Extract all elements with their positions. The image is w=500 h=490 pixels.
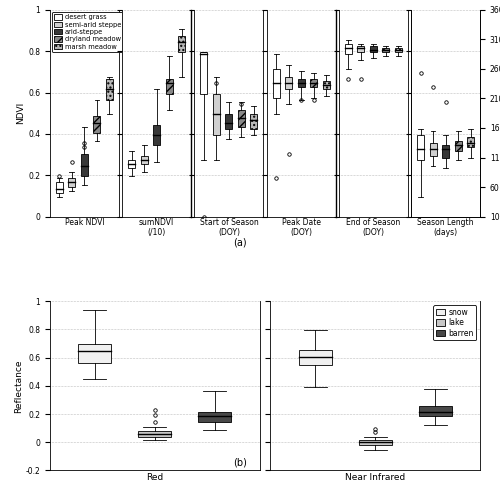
- FancyBboxPatch shape: [345, 44, 352, 54]
- FancyBboxPatch shape: [81, 153, 88, 176]
- FancyBboxPatch shape: [370, 46, 377, 52]
- FancyBboxPatch shape: [166, 79, 172, 94]
- FancyBboxPatch shape: [430, 143, 436, 156]
- X-axis label: sumNDVI
(/10): sumNDVI (/10): [139, 218, 174, 237]
- FancyBboxPatch shape: [106, 79, 113, 100]
- FancyBboxPatch shape: [213, 94, 220, 135]
- FancyBboxPatch shape: [272, 69, 280, 98]
- FancyBboxPatch shape: [298, 79, 304, 87]
- Y-axis label: Reflectance: Reflectance: [14, 359, 23, 413]
- FancyBboxPatch shape: [358, 440, 392, 445]
- FancyBboxPatch shape: [56, 182, 63, 193]
- FancyBboxPatch shape: [78, 344, 112, 363]
- FancyBboxPatch shape: [238, 110, 245, 126]
- FancyBboxPatch shape: [322, 81, 330, 89]
- FancyBboxPatch shape: [467, 137, 474, 147]
- X-axis label: Season Length
(days): Season Length (days): [418, 218, 474, 237]
- FancyBboxPatch shape: [250, 114, 258, 129]
- FancyBboxPatch shape: [153, 124, 160, 145]
- FancyBboxPatch shape: [395, 48, 402, 52]
- X-axis label: Peak NDVI: Peak NDVI: [64, 218, 104, 227]
- FancyBboxPatch shape: [418, 406, 452, 416]
- FancyBboxPatch shape: [310, 79, 317, 87]
- FancyBboxPatch shape: [68, 178, 75, 187]
- FancyBboxPatch shape: [94, 116, 100, 133]
- Text: (b): (b): [233, 458, 247, 468]
- FancyBboxPatch shape: [454, 141, 462, 151]
- Y-axis label: NDVI: NDVI: [16, 102, 26, 124]
- X-axis label: Start of Season
(DOY): Start of Season (DOY): [200, 218, 258, 237]
- X-axis label: Peak Date
(DOY): Peak Date (DOY): [282, 218, 321, 237]
- Text: (a): (a): [233, 238, 247, 247]
- FancyBboxPatch shape: [178, 36, 185, 52]
- FancyBboxPatch shape: [200, 52, 207, 94]
- FancyBboxPatch shape: [442, 145, 449, 158]
- X-axis label: Red: Red: [146, 473, 164, 482]
- FancyBboxPatch shape: [128, 160, 135, 168]
- FancyBboxPatch shape: [298, 350, 332, 366]
- FancyBboxPatch shape: [198, 412, 232, 422]
- FancyBboxPatch shape: [382, 48, 390, 52]
- Legend: snow, lake, barren: snow, lake, barren: [433, 305, 476, 341]
- FancyBboxPatch shape: [226, 114, 232, 129]
- FancyBboxPatch shape: [140, 156, 147, 164]
- Legend: desert grass, semi-arid steppe, arid-steppe, dryland meadow, marsh meadow: desert grass, semi-arid steppe, arid-ste…: [52, 12, 124, 52]
- X-axis label: Near Infrared: Near Infrared: [345, 473, 405, 482]
- FancyBboxPatch shape: [358, 46, 364, 52]
- FancyBboxPatch shape: [138, 431, 172, 437]
- FancyBboxPatch shape: [417, 135, 424, 160]
- FancyBboxPatch shape: [285, 77, 292, 89]
- X-axis label: End of Season
(DOY): End of Season (DOY): [346, 218, 401, 237]
